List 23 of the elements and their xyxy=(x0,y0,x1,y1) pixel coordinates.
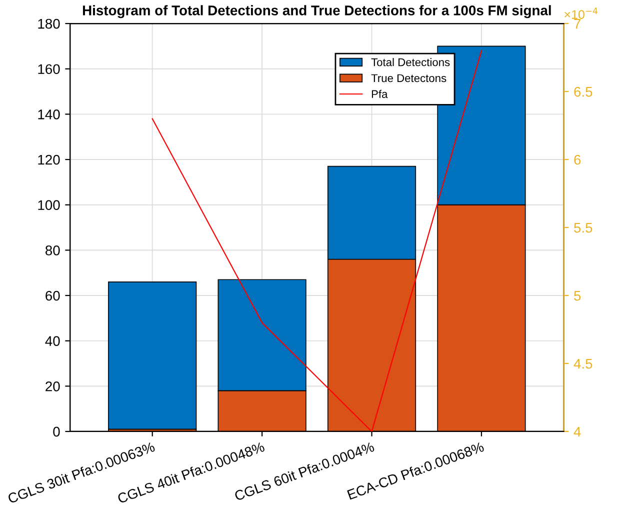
y-tick-label: 0 xyxy=(53,426,60,437)
y-tick-label: 140 xyxy=(38,110,60,120)
legend-label: Pfa xyxy=(372,90,388,98)
y-tick-label: 60 xyxy=(46,290,60,301)
y-tick-label: 20 xyxy=(46,381,60,392)
line-series xyxy=(152,50,482,432)
y2-tick-label: 4 xyxy=(574,426,581,437)
y2-tick-label: 5.5 xyxy=(574,222,592,233)
y-tick-label: 80 xyxy=(46,246,60,256)
text: ×10$^{−4}$ xyxy=(564,8,598,19)
y2-tick-label: 7 xyxy=(574,19,580,29)
y2-tick-label: 4.5 xyxy=(574,358,592,369)
y-tick-label: 120 xyxy=(38,154,60,165)
y2-tick-label: 5 xyxy=(574,290,581,301)
legend-label: True Detectons xyxy=(371,74,446,82)
y-tick-label: 180 xyxy=(38,18,60,29)
y2-tick-label: 6.5 xyxy=(574,86,592,97)
legend-label: Total Detections xyxy=(371,58,450,66)
chart-title: Histogram of Total Detections and True Detections for a 100s FM signal xyxy=(82,5,551,18)
y-tick-label: 100 xyxy=(38,200,60,210)
y-tick-label: 40 xyxy=(45,336,60,346)
y-tick-label: 160 xyxy=(38,64,60,74)
y2-tick-label: 6 xyxy=(574,154,581,165)
